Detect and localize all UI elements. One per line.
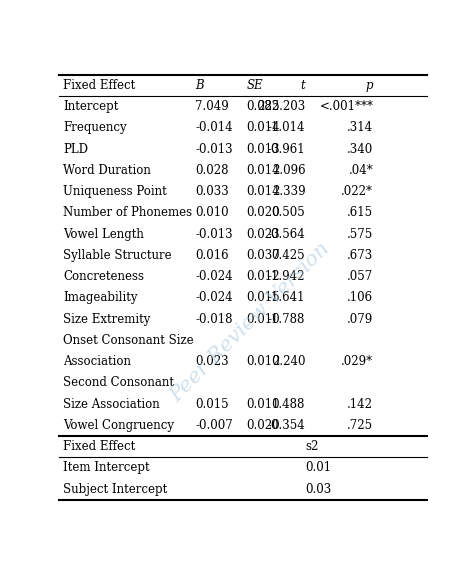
Text: t: t (301, 79, 305, 92)
Text: -0.014: -0.014 (195, 121, 233, 134)
Text: 0.505: 0.505 (272, 207, 305, 220)
Text: Size Association: Size Association (63, 398, 160, 411)
Text: -1.788: -1.788 (268, 313, 305, 325)
Text: Second Consonant: Second Consonant (63, 377, 174, 389)
Text: 0.010: 0.010 (246, 355, 280, 368)
Text: Word Duration: Word Duration (63, 164, 151, 177)
Text: 0.03: 0.03 (305, 483, 332, 496)
Text: Syllable Structure: Syllable Structure (63, 249, 172, 262)
Text: <.001***: <.001*** (319, 100, 374, 113)
Text: .673: .673 (347, 249, 374, 262)
Text: Intercept: Intercept (63, 100, 118, 113)
Text: 0.023: 0.023 (195, 355, 229, 368)
Text: -0.018: -0.018 (195, 313, 233, 325)
Text: -0.961: -0.961 (268, 143, 305, 156)
Text: .340: .340 (347, 143, 374, 156)
Text: p: p (366, 79, 374, 92)
Text: Uniqueness Point: Uniqueness Point (63, 185, 167, 198)
Text: PLD: PLD (63, 143, 88, 156)
Text: 2.096: 2.096 (272, 164, 305, 177)
Text: 0.013: 0.013 (246, 143, 280, 156)
Text: 1.488: 1.488 (272, 398, 305, 411)
Text: 0.010: 0.010 (246, 313, 280, 325)
Text: 0.033: 0.033 (195, 185, 229, 198)
Text: .615: .615 (347, 207, 374, 220)
Text: .079: .079 (347, 313, 374, 325)
Text: 2.240: 2.240 (272, 355, 305, 368)
Text: 7.049: 7.049 (195, 100, 229, 113)
Text: -0.007: -0.007 (195, 419, 233, 432)
Text: 0.012: 0.012 (246, 270, 280, 283)
Text: 0.010: 0.010 (246, 398, 280, 411)
Text: 0.01: 0.01 (305, 461, 331, 475)
Text: .575: .575 (347, 228, 374, 241)
Text: -0.564: -0.564 (268, 228, 305, 241)
Text: 2.339: 2.339 (272, 185, 305, 198)
Text: Imageability: Imageability (63, 291, 137, 304)
Text: Size Extremity: Size Extremity (63, 313, 150, 325)
Text: .057: .057 (347, 270, 374, 283)
Text: -0.013: -0.013 (195, 143, 233, 156)
Text: Number of Phonemes: Number of Phonemes (63, 207, 192, 220)
Text: 0.037: 0.037 (246, 249, 280, 262)
Text: 0.014: 0.014 (246, 121, 280, 134)
Text: Vowel Length: Vowel Length (63, 228, 144, 241)
Text: Subject Intercept: Subject Intercept (63, 483, 167, 496)
Text: -0.024: -0.024 (195, 270, 233, 283)
Text: 0.020: 0.020 (246, 419, 280, 432)
Text: 0.023: 0.023 (246, 228, 280, 241)
Text: Concreteness: Concreteness (63, 270, 144, 283)
Text: -1.641: -1.641 (268, 291, 305, 304)
Text: .725: .725 (347, 419, 374, 432)
Text: 0.015: 0.015 (195, 398, 229, 411)
Text: 0.015: 0.015 (246, 291, 280, 304)
Text: -0.013: -0.013 (195, 228, 233, 241)
Text: 0.025: 0.025 (246, 100, 280, 113)
Text: Onset Consonant Size: Onset Consonant Size (63, 334, 193, 347)
Text: .04*: .04* (348, 164, 374, 177)
Text: .142: .142 (347, 398, 374, 411)
Text: Peer Review Version: Peer Review Version (167, 239, 334, 406)
Text: Association: Association (63, 355, 131, 368)
Text: s2: s2 (305, 440, 319, 453)
Text: Frequency: Frequency (63, 121, 127, 134)
Text: 0.010: 0.010 (195, 207, 229, 220)
Text: Vowel Congruency: Vowel Congruency (63, 419, 174, 432)
Text: 0.028: 0.028 (195, 164, 228, 177)
Text: 0.020: 0.020 (246, 207, 280, 220)
Text: .106: .106 (347, 291, 374, 304)
Text: SE: SE (246, 79, 263, 92)
Text: Fixed Effect: Fixed Effect (63, 79, 135, 92)
Text: .022*: .022* (341, 185, 374, 198)
Text: Fixed Effect: Fixed Effect (63, 440, 135, 453)
Text: 0.014: 0.014 (246, 185, 280, 198)
Text: .314: .314 (347, 121, 374, 134)
Text: .029*: .029* (341, 355, 374, 368)
Text: 282.203: 282.203 (257, 100, 305, 113)
Text: -0.024: -0.024 (195, 291, 233, 304)
Text: 0.425: 0.425 (272, 249, 305, 262)
Text: -0.354: -0.354 (268, 419, 305, 432)
Text: Item Intercept: Item Intercept (63, 461, 150, 475)
Text: 0.016: 0.016 (195, 249, 229, 262)
Text: -1.014: -1.014 (268, 121, 305, 134)
Text: 0.014: 0.014 (246, 164, 280, 177)
Text: B: B (195, 79, 204, 92)
Text: -1.942: -1.942 (268, 270, 305, 283)
